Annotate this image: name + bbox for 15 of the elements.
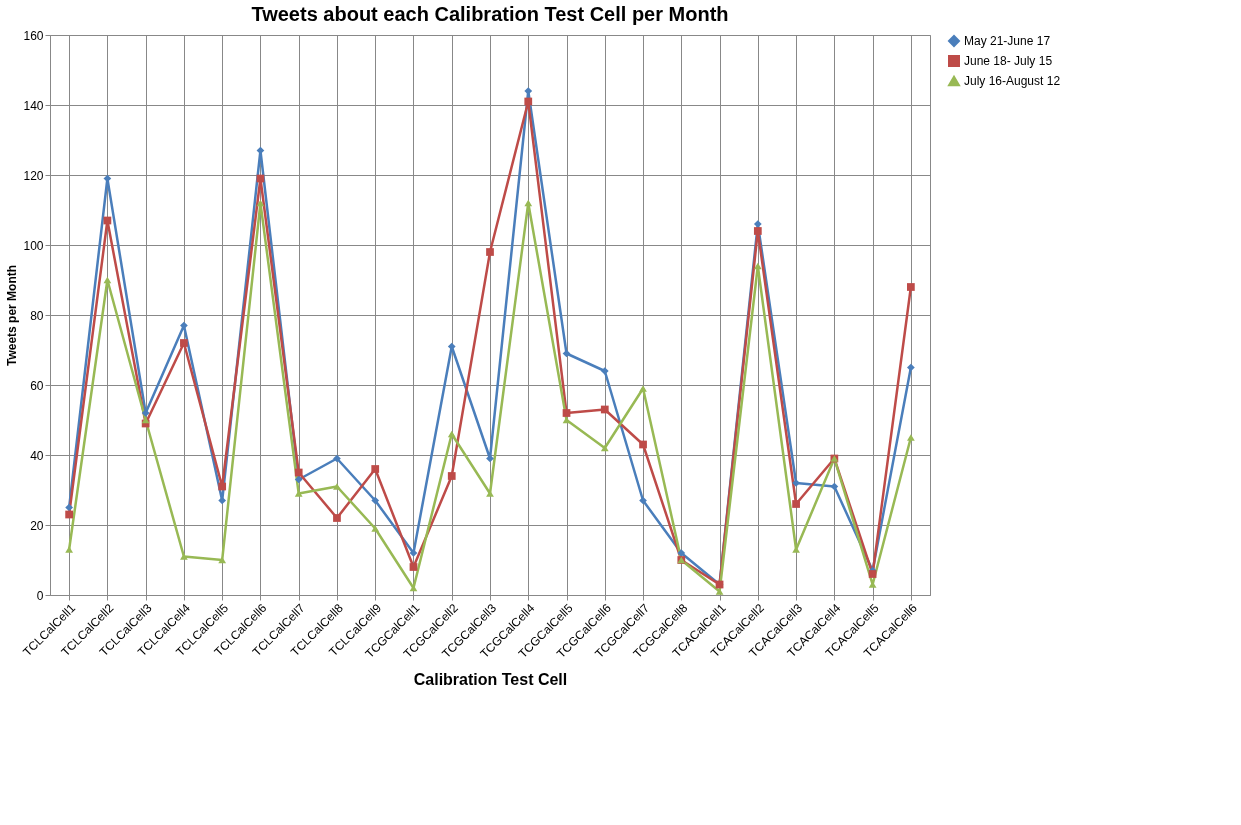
y-tick-label: 120 (23, 168, 44, 183)
y-axis-title: Tweets per Month (5, 264, 20, 367)
y-tick-label: 80 (30, 308, 44, 323)
chart-title: Tweets about each Calibration Test Cell per Month (251, 3, 729, 25)
y-tick-label: 140 (23, 98, 44, 113)
y-tick-label: 40 (30, 448, 44, 463)
y-tick-label: 100 (23, 238, 44, 253)
legend-label: May 21-June 17 (964, 34, 1051, 48)
y-tick-label: 0 (36, 588, 44, 603)
y-tick-label: 20 (30, 518, 44, 533)
y-tick-label: 160 (23, 28, 44, 43)
legend-label: July 16-August 12 (964, 74, 1061, 88)
legend-label: June 18- July 15 (964, 54, 1053, 68)
y-tick-label: 60 (30, 378, 44, 393)
x-axis-title: Calibration Test Cell (413, 671, 568, 689)
